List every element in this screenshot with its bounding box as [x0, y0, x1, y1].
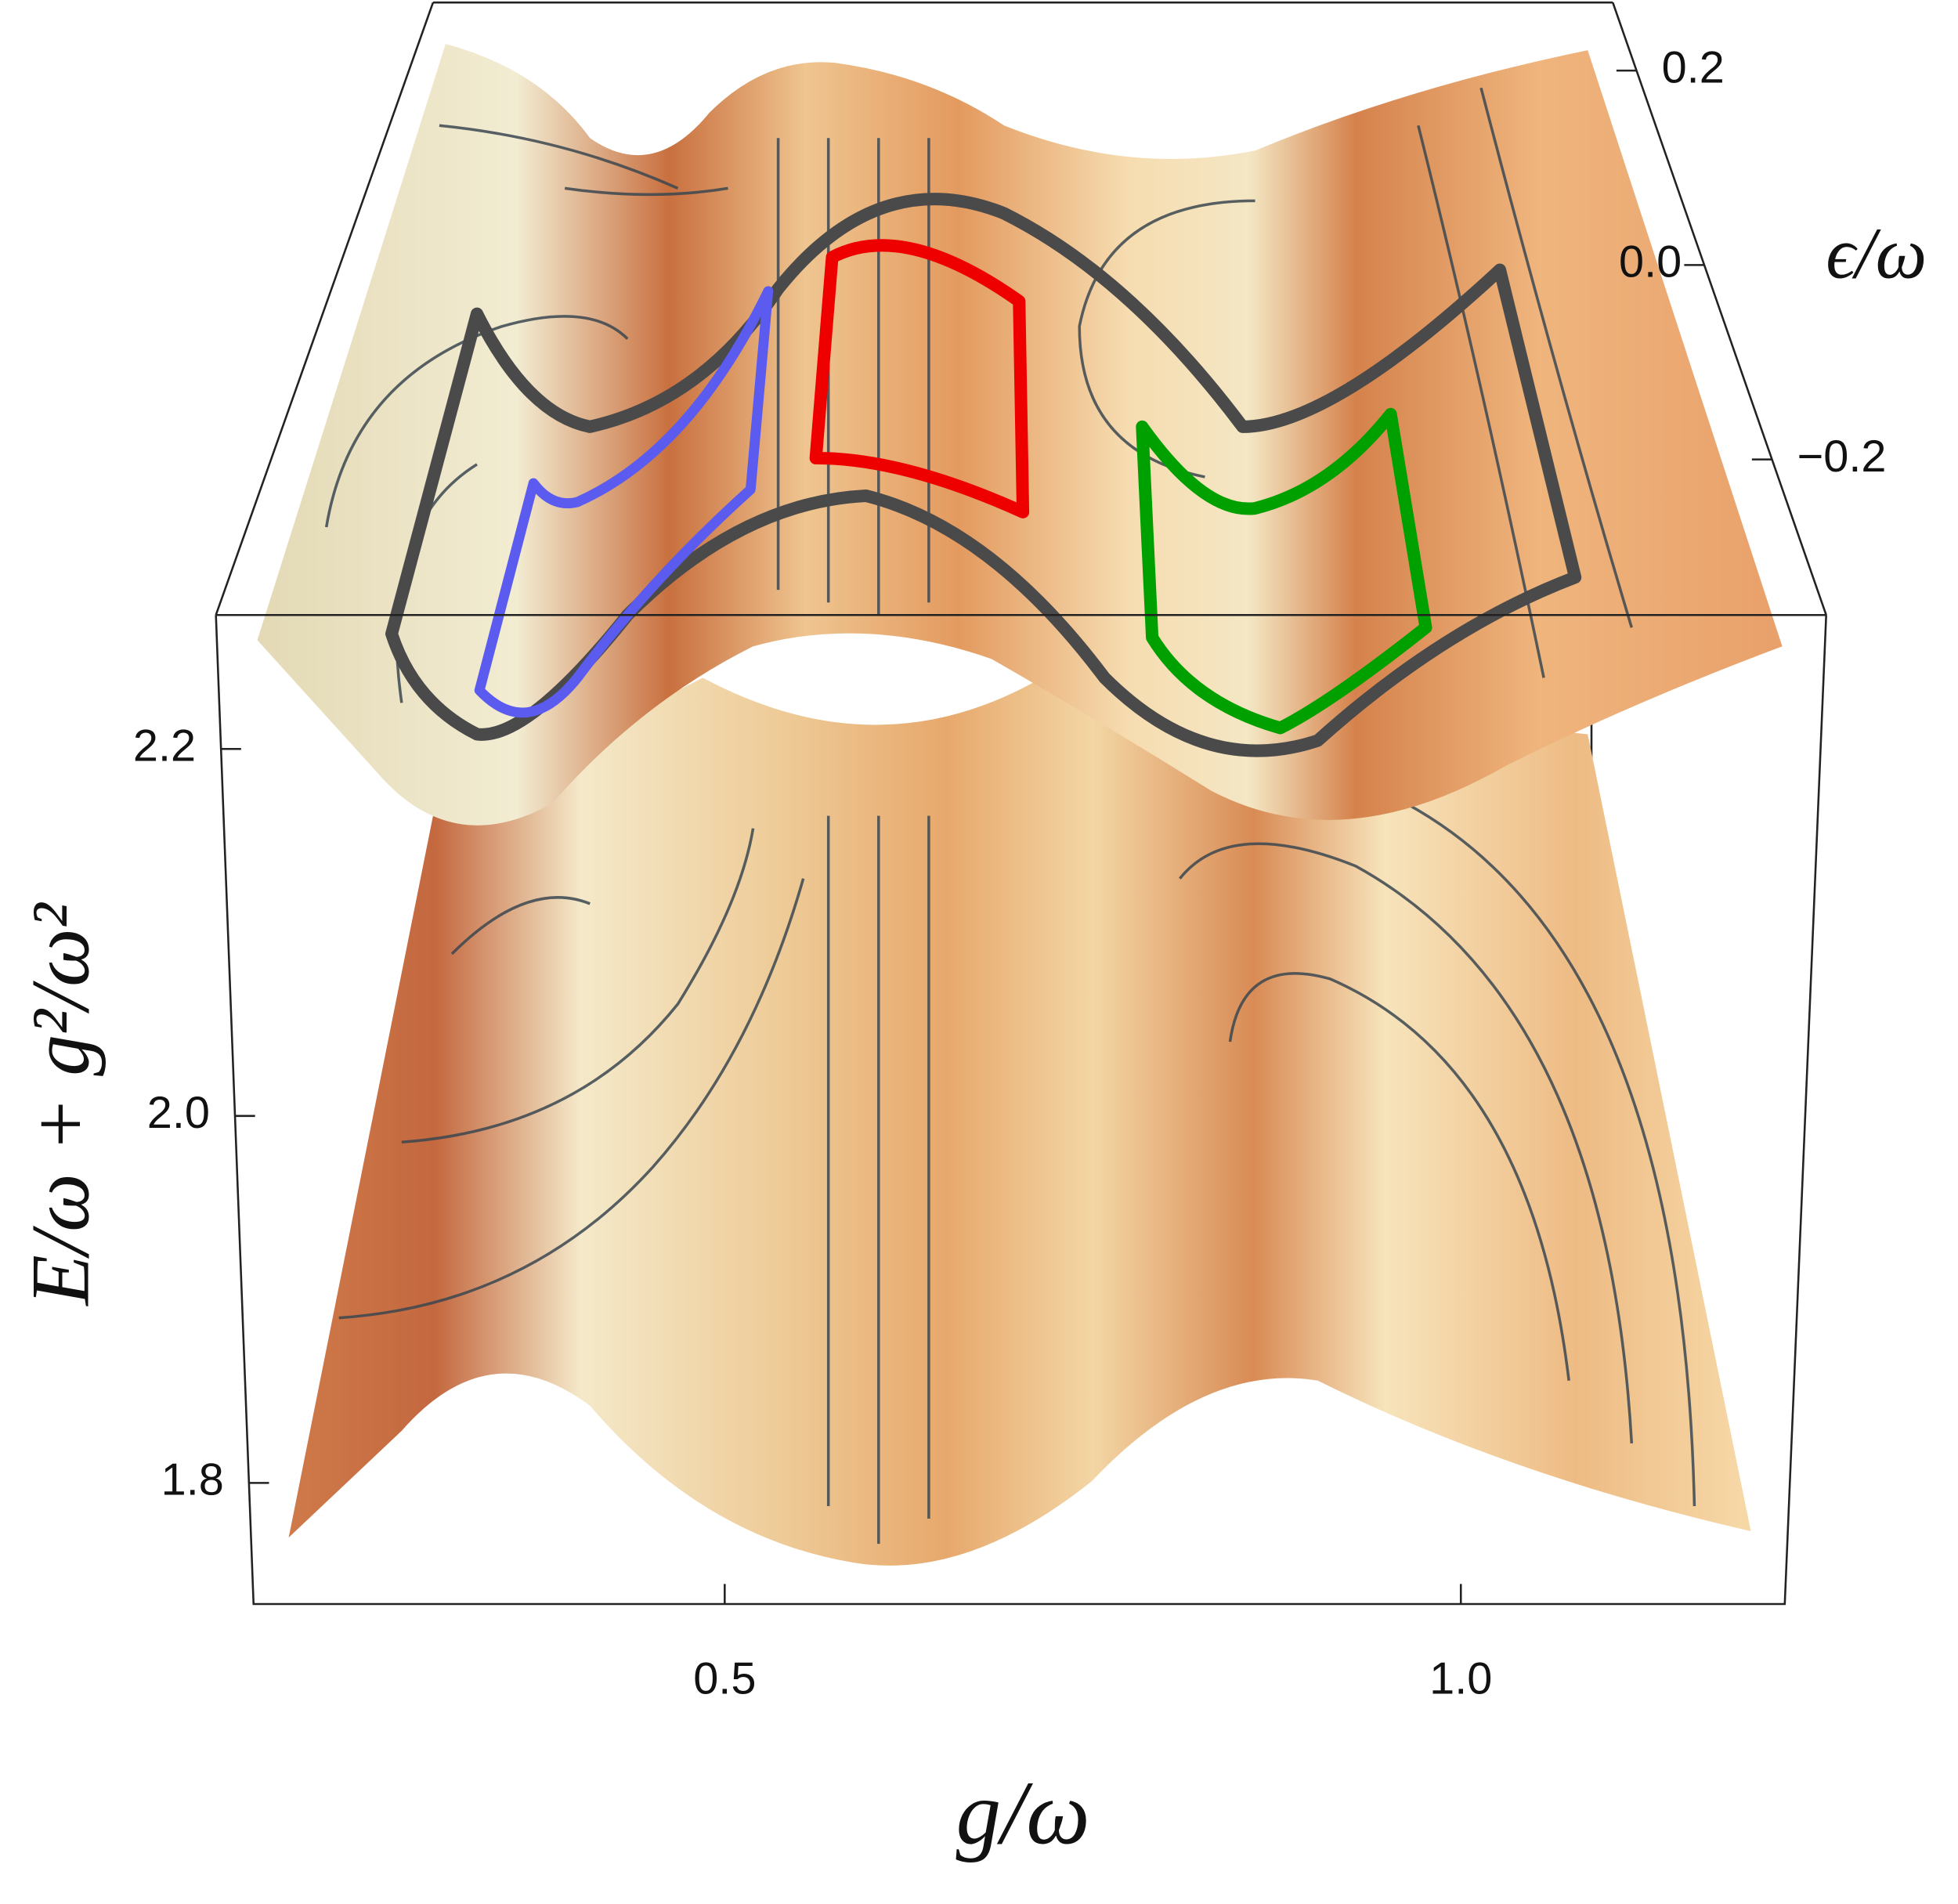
x-axis-title: g/ω	[956, 1762, 1089, 1862]
y-tick-label: 0.2	[1662, 42, 1725, 92]
z-tick-label: 1.8	[161, 1455, 224, 1505]
loops	[385, 193, 1582, 757]
y-tick-label: −0.2	[1797, 432, 1887, 482]
box-back	[215, 1, 1827, 760]
z-tick-label: 2.0	[147, 1088, 210, 1138]
lower-streamlines	[338, 802, 1696, 1545]
z-tick-label: 2.2	[133, 721, 196, 771]
x-tick-label: 1.0	[1429, 1654, 1492, 1704]
z-axis-title: E/ω + g²/ω²	[14, 901, 106, 1307]
lower-surface	[288, 677, 1751, 1566]
y-axis-title: ϵ/ω	[1826, 214, 1927, 294]
box-front	[215, 613, 1827, 1606]
y-tick-label: 0.0	[1619, 237, 1682, 287]
x-tick-label: 0.5	[693, 1654, 756, 1704]
